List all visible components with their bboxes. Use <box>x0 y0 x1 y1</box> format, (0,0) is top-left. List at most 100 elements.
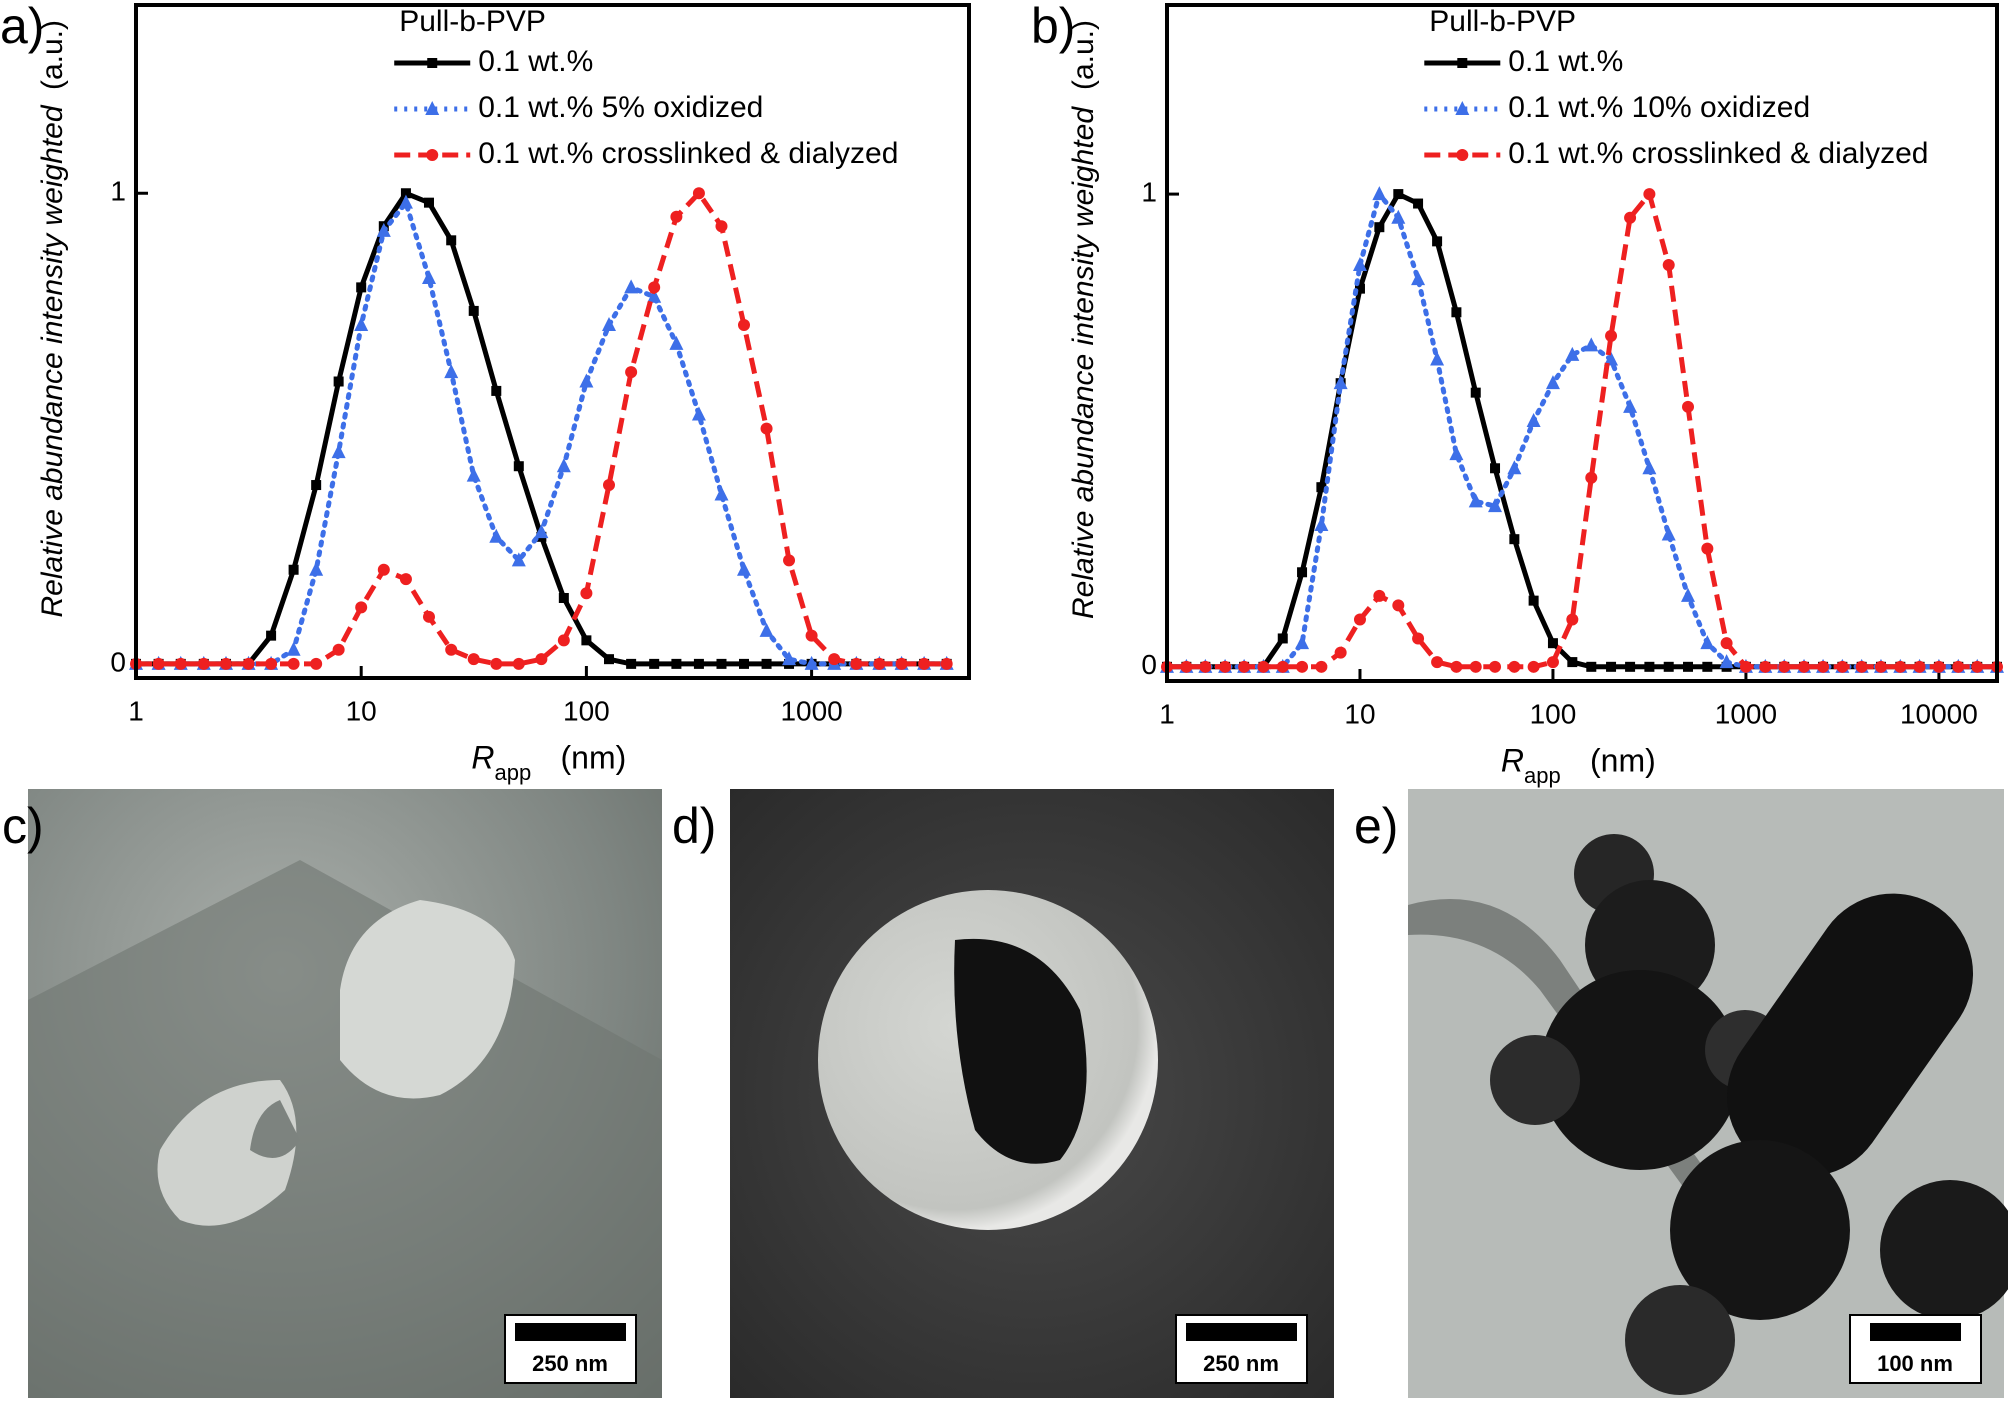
marker <box>1565 346 1580 361</box>
legend-label: 0.1 wt.% crosslinked & dialyzed <box>1508 137 1928 170</box>
marker <box>1527 660 1540 673</box>
marker <box>918 657 931 670</box>
marker <box>1739 660 1752 673</box>
marker <box>1489 660 1502 673</box>
marker <box>1817 660 1830 673</box>
marker <box>265 657 278 670</box>
marker <box>601 317 616 332</box>
marker <box>288 564 299 575</box>
legend-marker <box>426 149 439 161</box>
marker <box>1971 660 1984 673</box>
marker <box>714 486 729 501</box>
marker <box>669 335 684 350</box>
marker <box>603 654 614 665</box>
marker <box>1314 517 1329 531</box>
marker <box>581 635 592 646</box>
y-axis-unit: (a.u.) <box>1067 20 1100 90</box>
marker <box>715 220 728 233</box>
series-line <box>1164 188 2000 670</box>
x-tick-label: 1 <box>128 695 144 726</box>
marker <box>602 479 615 492</box>
legend-label: 0.1 wt.% <box>478 45 593 78</box>
legend-marker <box>1456 149 1469 161</box>
marker <box>1451 307 1462 318</box>
marker <box>1469 660 1482 673</box>
marker <box>737 319 750 332</box>
marker <box>647 288 662 303</box>
marker <box>738 658 749 669</box>
marker <box>1683 661 1694 672</box>
marker <box>1623 398 1638 413</box>
marker <box>1449 446 1464 461</box>
marker <box>691 406 706 421</box>
marker <box>1606 661 1617 672</box>
marker <box>266 630 277 641</box>
marker <box>242 657 255 670</box>
marker <box>1431 656 1444 669</box>
marker <box>1894 660 1907 673</box>
series-line <box>1167 190 1997 670</box>
marker <box>671 658 682 669</box>
plot-frame <box>1165 3 1999 683</box>
marker <box>1526 413 1541 427</box>
y-tick-label: 1 <box>1141 176 1157 207</box>
marker <box>468 305 479 316</box>
marker <box>783 554 796 567</box>
y-tick-label: 1 <box>110 176 126 207</box>
marker <box>1547 638 1558 649</box>
marker <box>1778 660 1791 673</box>
marker <box>197 657 210 670</box>
marker <box>1277 633 1288 644</box>
marker <box>1372 186 1387 201</box>
marker <box>1701 542 1714 555</box>
panel-label: a) <box>0 0 44 54</box>
marker <box>446 235 457 246</box>
marker <box>1663 661 1674 672</box>
marker <box>1374 222 1385 233</box>
marker <box>895 657 908 670</box>
legend-title: Pull-b-PVP <box>399 5 546 38</box>
x-tick-label: 100 <box>563 695 610 726</box>
panel-label: e) <box>1354 798 1398 854</box>
x-tick-label: 1000 <box>1715 698 1777 729</box>
marker <box>1913 660 1926 673</box>
marker <box>625 366 638 379</box>
panel-label: c) <box>2 798 44 854</box>
marker <box>1932 660 1945 673</box>
legend-marker <box>1457 58 1468 68</box>
marker <box>354 317 369 332</box>
legend-label: 0.1 wt.% crosslinked & dialyzed <box>478 137 898 170</box>
marker <box>423 197 434 208</box>
legend-label: 0.1 wt.% <box>1508 45 1623 78</box>
x-tick-label: 1 <box>1159 698 1175 729</box>
marker <box>534 524 549 539</box>
marker <box>421 269 436 284</box>
marker <box>1353 613 1366 626</box>
marker <box>1393 189 1404 200</box>
marker <box>535 653 548 666</box>
marker <box>1719 654 1734 669</box>
x-axis-symbol: R <box>471 739 494 775</box>
marker <box>1508 660 1521 673</box>
marker <box>174 657 187 670</box>
legend-marker <box>427 58 438 68</box>
marker <box>1373 589 1386 602</box>
marker <box>557 634 570 647</box>
marker <box>422 610 435 623</box>
marker <box>1720 637 1733 650</box>
legend-label: 0.1 wt.% 5% oxidized <box>478 91 763 124</box>
micrograph-d: 250 nm <box>730 789 1334 1398</box>
marker <box>511 552 526 567</box>
legend-marker <box>425 101 440 115</box>
panel-label: d) <box>672 798 716 854</box>
legend-marker <box>1455 101 1470 115</box>
marker <box>445 643 458 656</box>
marker <box>1586 661 1597 672</box>
marker <box>556 458 571 473</box>
marker <box>579 373 594 388</box>
x-axis-subscript: app <box>1524 763 1561 788</box>
marker <box>1662 259 1675 271</box>
marker <box>332 643 345 656</box>
marker <box>1528 595 1539 606</box>
